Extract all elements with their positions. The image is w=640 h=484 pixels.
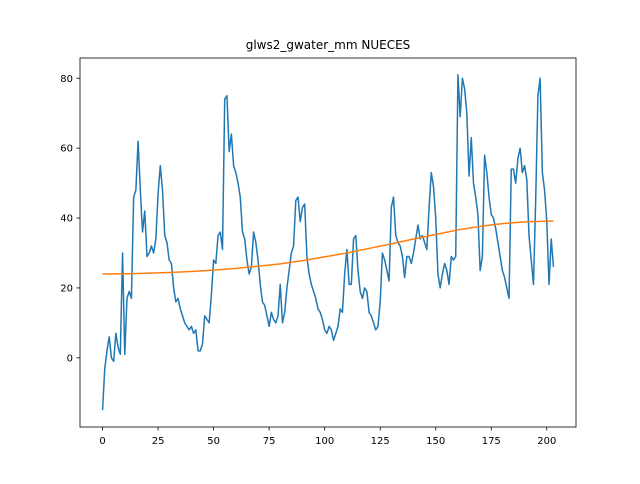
x-tick-label: 25 (152, 436, 165, 447)
y-tick-label: 60 (60, 144, 73, 155)
x-tick-label: 125 (371, 436, 390, 447)
x-tick-label: 150 (426, 436, 445, 447)
chart-title: glws2_gwater_mm NUECES (246, 38, 411, 52)
x-tick-label: 200 (537, 436, 556, 447)
series-line (101, 74, 555, 411)
y-tick-label: 80 (60, 74, 73, 85)
x-tick-label: 175 (482, 436, 501, 447)
x-tick-label: 50 (207, 436, 220, 447)
x-tick-label: 75 (263, 436, 276, 447)
x-tick-label: 0 (99, 436, 105, 447)
y-tick-label: 40 (60, 214, 73, 225)
y-tick-label: 0 (67, 353, 73, 364)
y-tick-label: 20 (60, 283, 73, 294)
x-tick-label: 100 (315, 436, 334, 447)
plot-area (101, 74, 555, 411)
series-line (102, 220, 554, 275)
axes-frame (79, 57, 577, 428)
